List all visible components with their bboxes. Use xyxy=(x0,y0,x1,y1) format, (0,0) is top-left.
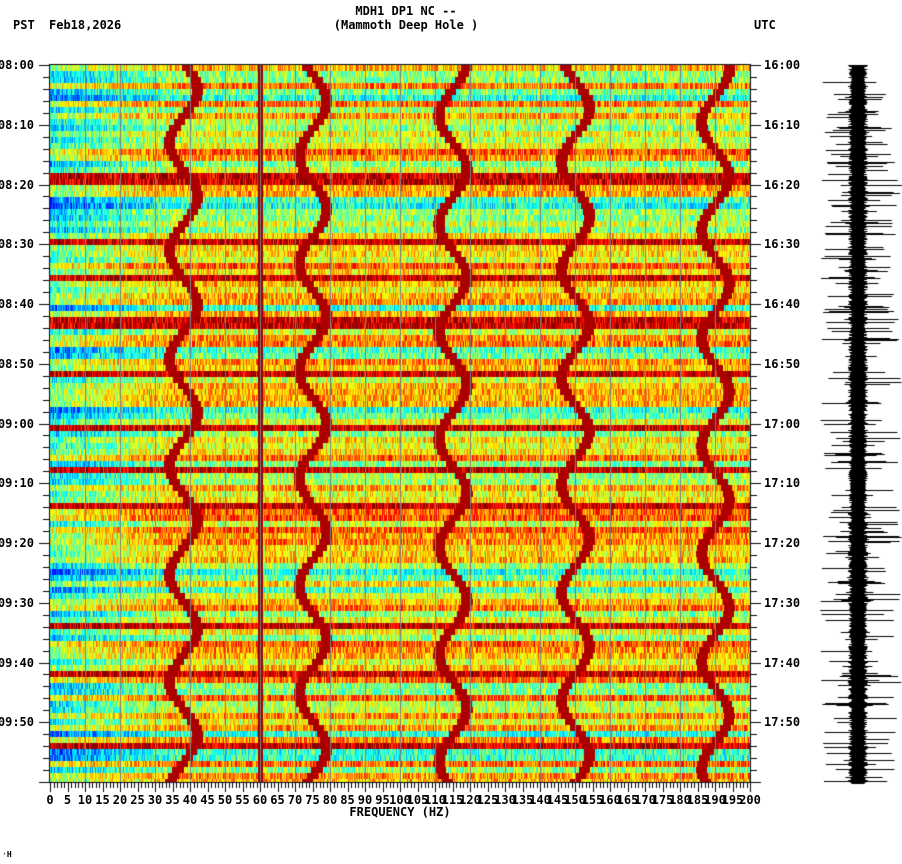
x-tick-label: 165 xyxy=(616,793,639,807)
x-tick-label: 5 xyxy=(63,793,72,807)
x-tick-label: 125 xyxy=(476,793,499,807)
x-tick-label: 170 xyxy=(634,793,656,807)
x-tick-label: 180 xyxy=(669,793,691,807)
y-tick-label-left: 09:50 xyxy=(0,715,34,730)
right-timezone-label: UTC xyxy=(754,18,776,32)
x-tick-label: 55 xyxy=(235,793,250,807)
x-tick-label: 190 xyxy=(704,793,726,807)
x-tick-label: 130 xyxy=(494,793,516,807)
spectrogram-canvas xyxy=(50,65,750,782)
x-tick-label: 50 xyxy=(217,793,233,807)
y-tick-label-right: 17:40 xyxy=(764,655,801,670)
x-tick-label: 140 xyxy=(529,793,551,807)
x-tick-label: 155 xyxy=(581,793,604,807)
y-tick-label-left: 08:00 xyxy=(0,58,34,72)
x-tick-label: 85 xyxy=(340,793,355,807)
x-tick-label: 145 xyxy=(546,793,569,807)
spectrogram-plot xyxy=(50,65,750,782)
x-tick-label: 70 xyxy=(287,793,303,807)
y-tick-label-left: 08:20 xyxy=(0,177,34,192)
x-tick-label: 105 xyxy=(406,793,429,807)
x-tick-label: 110 xyxy=(424,793,446,807)
y-tick-label-right: 17:50 xyxy=(764,715,801,730)
station-name: (Mammoth Deep Hole ) xyxy=(333,18,479,32)
y-tick-label-left: 09:00 xyxy=(0,416,34,431)
seismogram-trace xyxy=(812,60,902,790)
x-axis-title: FREQUENCY (HZ) xyxy=(349,805,451,819)
x-tick-label: 195 xyxy=(721,793,744,807)
x-tick-label: 150 xyxy=(564,793,586,807)
y-tick-label-right: 16:40 xyxy=(764,297,801,311)
x-tick-label: 185 xyxy=(686,793,709,807)
x-tick-label: 75 xyxy=(305,793,320,807)
y-tick-label-right: 17:00 xyxy=(764,416,801,431)
y-tick-label-left: 08:50 xyxy=(0,356,34,371)
x-tick-label: 95 xyxy=(375,793,390,807)
x-tick-label: 0 xyxy=(46,793,54,807)
date-label: Feb18,2026 xyxy=(49,18,122,32)
y-tick-label-right: 16:00 xyxy=(764,58,801,72)
y-tick-label-right: 17:30 xyxy=(764,595,801,610)
x-tick-label: 20 xyxy=(112,793,128,807)
left-timezone-label: PST xyxy=(13,18,35,32)
x-tick-label: 120 xyxy=(459,793,481,807)
y-tick-label-right: 17:20 xyxy=(764,536,801,550)
footer-mark: ˒H xyxy=(2,850,12,859)
x-tick-label: 90 xyxy=(357,793,373,807)
y-tick-label-left: 09:40 xyxy=(0,655,34,670)
x-tick-label: 25 xyxy=(130,793,145,807)
x-tick-label: 175 xyxy=(651,793,674,807)
y-tick-label-right: 16:50 xyxy=(764,356,801,371)
y-tick-label-left: 09:10 xyxy=(0,476,34,491)
x-tick-label: 15 xyxy=(95,793,110,807)
x-tick-label: 65 xyxy=(270,793,285,807)
y-tick-label-left: 08:30 xyxy=(0,237,34,252)
y-tick-label-left: 09:30 xyxy=(0,595,34,610)
x-tick-label: 30 xyxy=(147,793,163,807)
x-tick-label: 10 xyxy=(77,793,93,807)
y-tick-label-right: 16:20 xyxy=(764,177,801,192)
x-tick-label: 115 xyxy=(441,793,464,807)
x-tick-label: 45 xyxy=(200,793,215,807)
x-tick-label: 60 xyxy=(252,793,268,807)
station-title: MDH1 DP1 NC -- xyxy=(355,4,457,18)
x-tick-label: 35 xyxy=(165,793,180,807)
x-tick-label: 160 xyxy=(599,793,621,807)
x-tick-label: 135 xyxy=(511,793,534,807)
x-tick-label: 200 xyxy=(739,793,761,807)
x-tick-label: 40 xyxy=(182,793,198,807)
y-tick-label-left: 09:20 xyxy=(0,536,34,550)
y-tick-label-left: 08:40 xyxy=(0,297,34,311)
y-tick-label-right: 16:30 xyxy=(764,237,801,252)
y-tick-label-right: 16:10 xyxy=(764,117,801,132)
y-tick-label-left: 08:10 xyxy=(0,117,34,132)
y-tick-label-right: 17:10 xyxy=(764,476,801,491)
x-tick-label: 80 xyxy=(322,793,338,807)
x-tick-label: 100 xyxy=(389,793,411,807)
